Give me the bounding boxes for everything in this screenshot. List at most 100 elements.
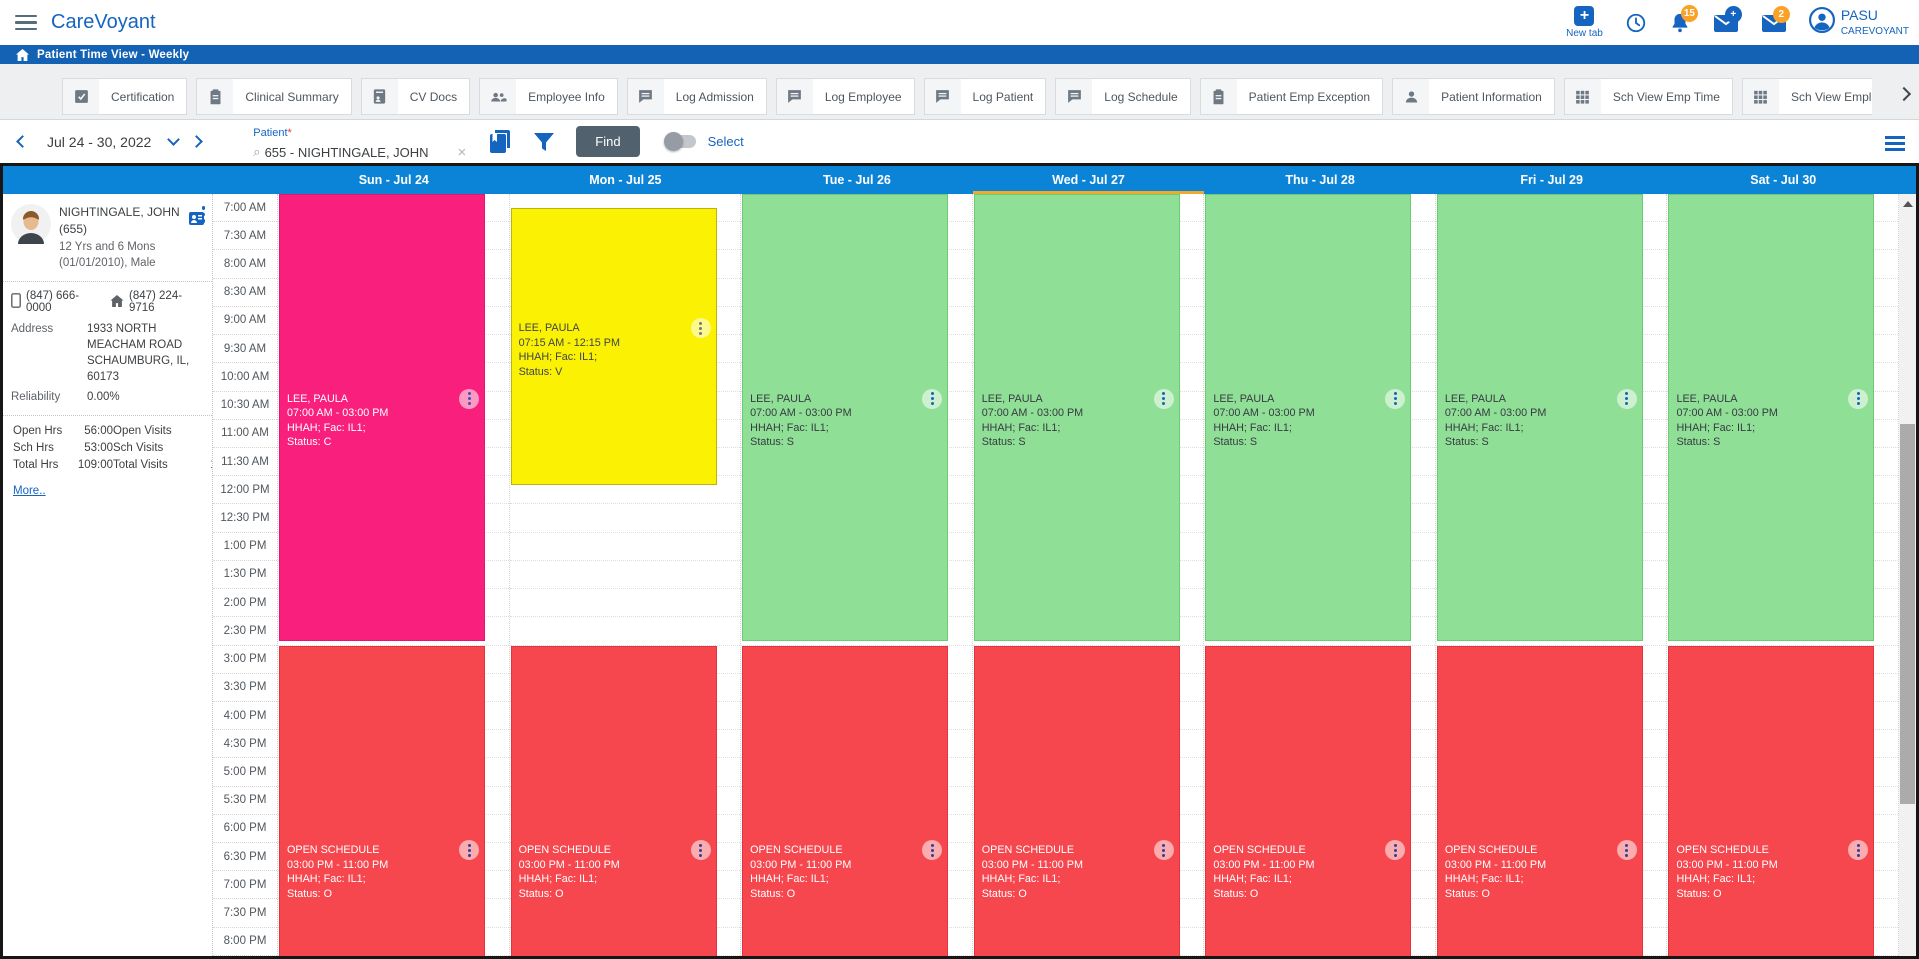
compose-message-icon[interactable]: + xyxy=(1713,5,1742,33)
view-options-menu-icon[interactable] xyxy=(1885,133,1905,154)
grid-cell[interactable] xyxy=(1667,617,1899,646)
event-lee-paula[interactable]: LEE, PAULA 07:00 AM - 03:00 PM HHAH; Fac: … xyxy=(1668,194,1875,641)
vertical-scrollbar[interactable] xyxy=(1899,194,1916,956)
event-menu-icon[interactable] xyxy=(1385,388,1406,409)
tabs-overflow-button[interactable] xyxy=(1896,86,1912,104)
event-menu-icon[interactable] xyxy=(1616,840,1637,861)
day-column-7: LEE, PAULA 07:00 AM - 03:00 PM HHAH; Fac: … xyxy=(1667,194,1900,956)
event-menu-icon[interactable] xyxy=(922,388,943,409)
patient-chart-icon[interactable] xyxy=(189,212,204,230)
event-meta: HHAH; Fac: IL1; xyxy=(750,421,829,434)
grid-cell[interactable] xyxy=(509,589,741,618)
patient-search-input[interactable]: 655 - NIGHTINGALE, JOHN xyxy=(264,144,429,160)
new-tab-button[interactable]: + New tab xyxy=(1566,6,1603,39)
clock-icon[interactable] xyxy=(1625,12,1647,34)
grid-cell[interactable] xyxy=(278,617,509,646)
messages-icon[interactable]: 2 xyxy=(1761,5,1790,33)
next-week-button[interactable] xyxy=(190,135,204,148)
event-status: Status: O xyxy=(1213,887,1259,900)
event-lee-paula[interactable]: LEE, PAULA 07:00 AM - 03:00 PM HHAH; Fac: … xyxy=(1205,194,1412,641)
tab-label: Certification xyxy=(111,89,175,104)
toggle-track[interactable] xyxy=(663,132,696,151)
tab-sch-view-emp-time[interactable]: Sch View Emp Time xyxy=(1563,78,1733,115)
event-open-schedule[interactable]: OPEN SCHEDULE 03:00 PM - 11:00 PM HHAH; Fa… xyxy=(973,645,1180,956)
more-link[interactable]: More.. xyxy=(13,484,46,497)
event-title: OPEN SCHEDULE xyxy=(518,844,611,857)
find-button[interactable]: Find xyxy=(576,126,640,157)
event-menu-icon[interactable] xyxy=(690,840,711,861)
event-menu-icon[interactable] xyxy=(1848,388,1869,409)
event-menu-icon[interactable] xyxy=(1848,840,1869,861)
toggle-thumb[interactable] xyxy=(663,132,683,151)
grid-cell[interactable] xyxy=(509,561,741,590)
book-icon[interactable] xyxy=(488,129,512,155)
stat-label: Total Hrs xyxy=(13,458,59,471)
event-status: Status: V xyxy=(518,365,563,378)
time-label: 11:30 AM xyxy=(213,448,277,477)
grid-cell[interactable] xyxy=(1204,617,1435,646)
event-lee-paula[interactable]: LEE, PAULA 07:15 AM - 12:15 PM HHAH; Fac: … xyxy=(510,208,717,486)
user-menu[interactable]: PASU CAREVOYANT xyxy=(1808,7,1909,38)
event-menu-icon[interactable] xyxy=(690,318,711,339)
event-lee-paula[interactable]: LEE, PAULA 07:00 AM - 03:00 PM HHAH; Fac: … xyxy=(742,194,949,641)
event-menu-icon[interactable] xyxy=(1385,840,1406,861)
event-menu-icon[interactable] xyxy=(922,840,943,861)
event-lee-paula[interactable]: LEE, PAULA 07:00 AM - 03:00 PM HHAH; Fac: … xyxy=(1436,194,1643,641)
event-meta: HHAH; Fac: IL1; xyxy=(981,873,1061,886)
tab-sch-view-employee[interactable]: Sch View Employee xyxy=(1741,78,1872,115)
tab-employee-info[interactable]: Employee Info xyxy=(479,78,618,115)
date-dropdown-caret[interactable] xyxy=(167,133,181,146)
event-lee-paula[interactable]: LEE, PAULA 07:00 AM - 03:00 PM HHAH; Fac: … xyxy=(279,194,485,641)
tab-log-patient[interactable]: Log Patient xyxy=(923,78,1047,115)
patient-avatar xyxy=(11,204,51,272)
event-lee-paula[interactable]: LEE, PAULA 07:00 AM - 03:00 PM HHAH; Fac: … xyxy=(973,194,1180,641)
time-label: 8:00 PM xyxy=(213,928,277,956)
grid-cell[interactable] xyxy=(509,504,741,533)
event-menu-icon[interactable] xyxy=(1616,388,1637,409)
select-toggle[interactable]: Select xyxy=(663,132,744,151)
home-icon[interactable] xyxy=(16,48,29,61)
event-open-schedule[interactable]: OPEN SCHEDULE 03:00 PM - 11:00 PM HHAH; Fa… xyxy=(1205,645,1412,956)
tab-certification[interactable]: Certification xyxy=(62,78,188,115)
grid-cell[interactable] xyxy=(972,617,1204,646)
event-open-schedule[interactable]: OPEN SCHEDULE 03:00 PM - 11:00 PM HHAH; Fa… xyxy=(1668,645,1875,956)
event-open-schedule[interactable]: OPEN SCHEDULE 03:00 PM - 11:00 PM HHAH; Fa… xyxy=(279,645,485,956)
tab-patient-information[interactable]: Patient Information xyxy=(1392,78,1555,115)
scroll-up-icon[interactable] xyxy=(1902,201,1913,207)
event-menu-icon[interactable] xyxy=(1153,388,1174,409)
tab-log-employee[interactable]: Log Employee xyxy=(775,78,915,115)
event-open-schedule[interactable]: OPEN SCHEDULE 03:00 PM - 11:00 PM HHAH; Fa… xyxy=(510,645,717,956)
tab-patient-emp-exception[interactable]: Patient Emp Exception xyxy=(1199,78,1384,115)
grid-cell[interactable] xyxy=(1435,617,1667,646)
time-label: 4:30 PM xyxy=(213,730,277,759)
tab-clinical-summary[interactable]: Clinical Summary xyxy=(196,78,352,115)
scrollbar-thumb[interactable] xyxy=(1900,424,1915,804)
filter-funnel-icon[interactable] xyxy=(532,130,556,154)
tab-label: Patient Information xyxy=(1441,89,1542,104)
notifications-icon[interactable]: 15 xyxy=(1669,4,1698,34)
menu-icon[interactable] xyxy=(15,11,37,35)
event-time: 03:00 PM - 11:00 PM xyxy=(981,858,1083,871)
event-menu-icon[interactable] xyxy=(459,388,479,409)
event-status: Status: O xyxy=(518,887,564,900)
stat-label: Sch Visits xyxy=(113,441,164,454)
grid-cell[interactable] xyxy=(509,533,741,561)
grid-cell[interactable] xyxy=(509,617,741,646)
grid-cell[interactable] xyxy=(741,617,972,646)
tab-log-schedule[interactable]: Log Schedule xyxy=(1055,78,1191,115)
prev-week-button[interactable] xyxy=(16,135,29,148)
tab-cv-docs[interactable]: CV Docs xyxy=(360,78,471,115)
event-open-schedule[interactable]: OPEN SCHEDULE 03:00 PM - 11:00 PM HHAH; Fa… xyxy=(1436,645,1643,956)
message-icon xyxy=(924,79,961,114)
clear-patient-icon[interactable]: × xyxy=(457,143,467,161)
event-open-schedule[interactable]: OPEN SCHEDULE 03:00 PM - 11:00 PM HHAH; Fa… xyxy=(742,645,949,956)
dot xyxy=(699,321,703,325)
event-menu-icon[interactable] xyxy=(459,840,479,861)
tab-label: Log Patient xyxy=(972,89,1034,104)
tab-log-admission[interactable]: Log Admission xyxy=(626,78,767,115)
event-menu-icon[interactable] xyxy=(1153,840,1174,861)
tab-label: Patient Emp Exception xyxy=(1248,89,1371,104)
patient-menu-icon[interactable] xyxy=(201,206,205,223)
dot xyxy=(1393,392,1397,396)
grid-cell[interactable] xyxy=(509,476,741,505)
